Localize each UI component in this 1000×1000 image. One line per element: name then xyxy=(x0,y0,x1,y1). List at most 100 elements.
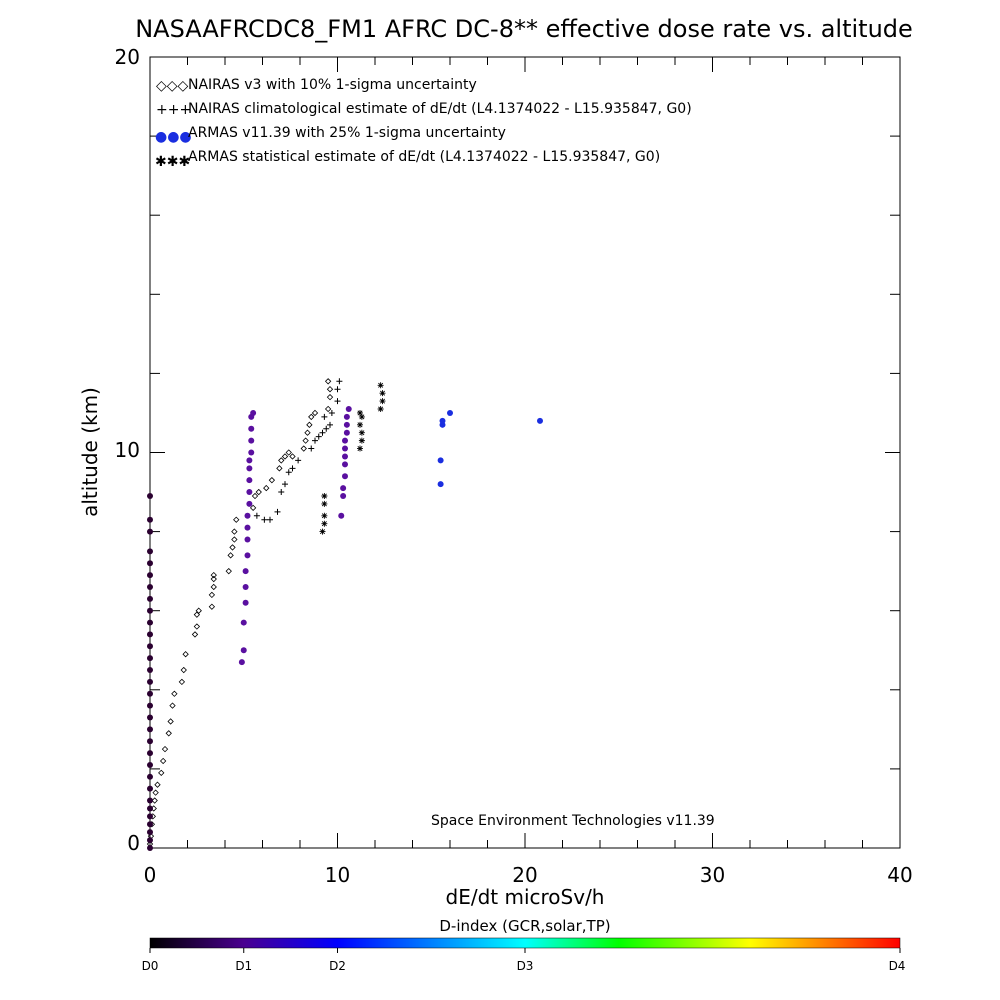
legend-symbol: ●●● xyxy=(155,129,192,145)
nairas-point xyxy=(251,492,259,500)
armas-point xyxy=(147,619,153,626)
nairas-point xyxy=(255,488,262,496)
armas-point xyxy=(342,461,348,468)
nairas-point xyxy=(249,504,257,512)
armas-statistical-point xyxy=(357,445,363,452)
nairas-point xyxy=(326,386,334,393)
nairas-point xyxy=(159,757,167,765)
armas-point xyxy=(147,821,153,828)
armas-statistical-point xyxy=(321,500,328,507)
nairas-point xyxy=(311,409,319,417)
armas-point xyxy=(537,417,543,424)
nairas-point xyxy=(169,702,176,709)
nairas-point xyxy=(210,571,217,579)
nairas-point xyxy=(210,583,217,591)
armas-statistical-point xyxy=(321,512,328,519)
nairas-point xyxy=(304,429,311,436)
armas-statistical-point xyxy=(358,437,365,444)
armas-point xyxy=(242,568,249,575)
armas-statistical-point xyxy=(357,421,363,428)
armas-point xyxy=(147,516,153,523)
armas-statistical-point xyxy=(321,493,328,500)
armas-point xyxy=(147,607,153,614)
legend-entry: ARMAS v11.39 with 25% 1-sigma uncertaint… xyxy=(188,125,506,141)
colorbar-label: D0 xyxy=(142,959,159,973)
armas-point xyxy=(437,481,444,488)
nairas-climatology-point xyxy=(319,429,326,436)
armas-point xyxy=(147,761,153,768)
armas-point xyxy=(147,655,153,662)
armas-point xyxy=(244,524,251,531)
colorbar-label: D2 xyxy=(329,959,346,973)
nairas-point xyxy=(195,607,202,614)
nairas-climatology-point xyxy=(336,378,343,385)
nairas-point xyxy=(231,536,238,543)
armas-point xyxy=(242,583,249,590)
armas-statistical-point xyxy=(377,382,384,389)
armas-point xyxy=(147,583,153,590)
legend-symbol: +++ xyxy=(156,102,191,118)
nairas-climatology-point xyxy=(312,437,318,444)
armas-point xyxy=(147,797,153,804)
nairas-point xyxy=(191,631,199,638)
armas-statistical-point xyxy=(357,409,363,416)
armas-point xyxy=(147,572,153,579)
armas-point xyxy=(147,750,153,757)
nairas-point xyxy=(210,575,217,583)
armas-point xyxy=(147,595,153,602)
nairas-point xyxy=(326,393,334,401)
armas-point xyxy=(246,489,253,496)
armas-point xyxy=(147,813,153,820)
legend-symbol: ◇◇◇ xyxy=(156,78,189,94)
nairas-point xyxy=(151,797,158,804)
armas-point xyxy=(246,500,253,507)
armas-point xyxy=(338,512,345,519)
armas-point xyxy=(147,690,153,697)
nairas-point xyxy=(300,445,307,452)
armas-statistical-point xyxy=(377,405,384,412)
nairas-climatology-point xyxy=(289,465,296,472)
nairas-climatology-point xyxy=(327,421,333,428)
armas-point xyxy=(147,667,153,674)
armas-point xyxy=(147,702,153,709)
armas-point xyxy=(240,619,247,626)
nairas-climatology-point xyxy=(278,489,285,496)
nairas-point xyxy=(324,378,332,385)
chart-title: NASAAFRCDC8_FM1 AFRC DC-8** effective do… xyxy=(135,15,913,43)
nairas-climatology-point xyxy=(334,398,341,405)
armas-point xyxy=(147,738,153,745)
colorbar-label: D1 xyxy=(235,959,252,973)
x-axis-label: dE/dt microSv/h xyxy=(446,885,605,909)
armas-point xyxy=(343,413,350,420)
armas-point xyxy=(342,473,348,480)
nairas-climatology-point xyxy=(295,457,302,464)
armas-statistical-point xyxy=(321,520,328,527)
nairas-point xyxy=(289,453,296,460)
colorbar xyxy=(149,937,901,949)
legend-entry: NAIRAS climatological estimate of dE/dt … xyxy=(188,101,692,117)
nairas-point xyxy=(208,603,216,610)
armas-point xyxy=(248,425,255,432)
armas-point xyxy=(147,845,153,851)
armas-point xyxy=(250,409,257,416)
armas-statistical-point xyxy=(358,413,365,420)
armas-point xyxy=(248,437,255,444)
nairas-point xyxy=(180,666,187,674)
nairas-point xyxy=(193,623,201,630)
armas-point xyxy=(340,485,347,492)
y-tick-label: 20 xyxy=(115,45,140,69)
nairas-point xyxy=(302,437,309,444)
armas-statistical-point xyxy=(379,398,386,405)
nairas-point xyxy=(306,421,313,428)
nairas-point xyxy=(281,453,289,460)
data-marks xyxy=(146,378,543,851)
armas-point xyxy=(246,477,253,484)
nairas-point xyxy=(229,544,236,551)
x-tick-label: 30 xyxy=(700,863,725,887)
nairas-climatology-point xyxy=(267,516,273,523)
nairas-climatology-point xyxy=(274,508,281,515)
legend-symbol: ✱✱✱ xyxy=(155,154,190,170)
armas-point xyxy=(147,678,153,685)
armas-point xyxy=(147,726,153,733)
nairas-point xyxy=(285,449,292,456)
